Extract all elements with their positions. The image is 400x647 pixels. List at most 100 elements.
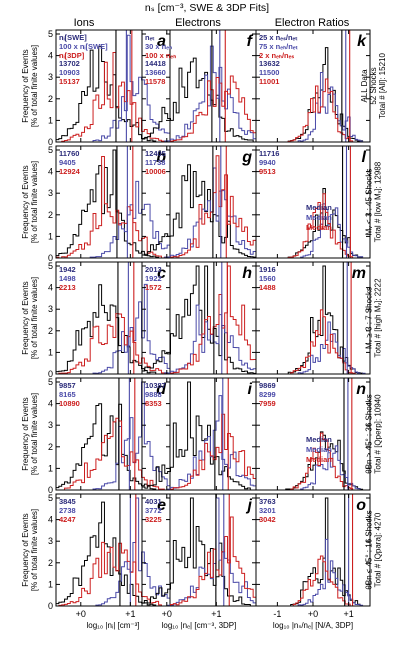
panel-letter: c — [157, 265, 166, 282]
count-label-0: 14418 — [145, 59, 166, 68]
count-label-2: 2213 — [59, 283, 76, 292]
count-label-1: 11500 — [259, 68, 279, 77]
y-tick-label: 0 — [48, 137, 53, 147]
panel-letter: h — [242, 265, 252, 282]
y-tick-label: 0 — [48, 253, 53, 263]
panel-letter: m — [352, 265, 366, 282]
y-tick-label: 3 — [48, 72, 53, 82]
panel-letter: j — [246, 497, 253, 514]
y-axis-label-units: [% of total finite values] — [30, 277, 39, 359]
count-label-2: 15137 — [59, 77, 80, 86]
row-label-0: ALL Data 52 Shocks Total # [All]: 15210 — [360, 53, 387, 119]
panel-frame — [55, 261, 171, 375]
row-label-line: 52 Shocks — [369, 67, 378, 104]
count-label-1: 8165 — [59, 390, 76, 399]
count-label-1: 3201 — [259, 506, 276, 515]
count-label-1: 13660 — [145, 68, 166, 77]
x-tick-label: +1 — [211, 609, 221, 619]
series-label-2: 2 x nₑₕ/nₑₛ — [259, 51, 294, 60]
y-tick-label: 5 — [48, 493, 53, 503]
row-label-line: θBn > 45° : 36 Shocks — [365, 394, 374, 473]
x-tick-label: +0 — [76, 609, 86, 619]
histogram-0-d — [55, 403, 170, 491]
count-label-1: 9888 — [145, 390, 162, 399]
panel-c: 0 1 2 3 4 5 Frequency of Events [% of total fin… — [21, 261, 171, 379]
count-label-2: 11578 — [145, 77, 165, 86]
count-label-0: 9857 — [59, 381, 76, 390]
column-title-electron-ratios: Electron Ratios — [275, 17, 350, 29]
y-tick-label: 1 — [48, 463, 53, 473]
panel-letter: g — [241, 149, 252, 166]
count-label-2: 11001 — [259, 77, 279, 86]
count-label-0: 11760 — [59, 149, 79, 158]
count-label-1: 1560 — [259, 274, 276, 283]
y-tick-label: 5 — [48, 377, 53, 387]
x-axis-label: log₁₀ |nₑ| [cm⁻³, 3DP] — [162, 621, 237, 630]
y-tick-label: 5 — [48, 29, 53, 39]
y-tick-label: 5 — [48, 145, 53, 155]
row-label-4: θBn ≤ 45° : 16 Shocks Total # [Qpara]: 42… — [365, 510, 383, 589]
row-label-line: Total # [All]: 15210 — [378, 53, 387, 119]
figure-title: nₛ [cm⁻³, SWE & 3DP Fits] — [145, 2, 269, 14]
panel-letter: e — [157, 497, 166, 514]
median-legend-1: Median — [306, 213, 332, 222]
count-label-0: 1916 — [259, 265, 276, 274]
y-axis-label-units: [% of total finite values] — [30, 161, 39, 243]
y-tick-label: 0 — [48, 369, 53, 379]
y-axis-label: Frequency of Events — [21, 397, 30, 470]
count-label-0: 11716 — [259, 149, 279, 158]
count-label-0: 3845 — [59, 497, 76, 506]
y-tick-label: 1 — [48, 347, 53, 357]
series-label-0: 25 x nₑₛ/nₑₜ — [259, 33, 298, 42]
row-label-line: Mᵥ < 3 : 45 Shocks — [365, 169, 374, 236]
histogram-2-b — [55, 156, 170, 259]
histogram-0-h — [141, 265, 257, 374]
median-legend-0: Median — [306, 203, 332, 212]
histogram-2-c — [56, 313, 170, 375]
count-label-1: 1922 — [145, 274, 162, 283]
count-label-1: 2738 — [59, 506, 76, 515]
y-tick-label: 2 — [48, 442, 53, 452]
histogram-2-h — [142, 265, 257, 375]
row-label-3: θBn > 45° : 36 Shocks Total # [Qperp]: 10… — [365, 394, 383, 474]
count-label-0: 12405 — [145, 149, 166, 158]
count-label-0: 13632 — [259, 59, 280, 68]
count-label-0: 3763 — [259, 497, 276, 506]
histogram-2-j — [142, 516, 257, 607]
median-legend-0: Median — [306, 435, 332, 444]
histogram-2-f — [142, 75, 257, 143]
panel-letter: d — [156, 381, 167, 398]
y-axis-label: Frequency of Events — [21, 49, 30, 122]
histogram-1-h — [142, 304, 257, 375]
histogram-2-g — [142, 155, 257, 259]
histogram-1-i — [142, 395, 257, 491]
y-tick-label: 5 — [48, 261, 53, 271]
y-axis-label-units: [% of total finite values] — [30, 509, 39, 591]
row-label-line: θBn ≤ 45° : 16 Shocks — [365, 510, 374, 589]
count-label-2: 10006 — [145, 167, 166, 176]
count-label-2: 4247 — [59, 515, 76, 524]
x-axis-label: log₁₀ |nᵢ| [cm⁻³] — [87, 621, 140, 630]
row-label-line: Total # [high Mᵥ]: 2222 — [374, 278, 383, 358]
count-label-2: 7959 — [259, 399, 276, 408]
panel-letter: f — [247, 33, 254, 50]
panel-a: 0 1 2 3 4 5 Frequency of Events [% of total fin… — [21, 29, 171, 147]
count-label-0: 13702 — [59, 59, 80, 68]
series-label-1: 75 x nₑₕ/nₑₜ — [259, 42, 299, 51]
median-legend-2: Median — [306, 455, 332, 464]
count-label-1: 9405 — [59, 158, 76, 167]
count-label-2: 10890 — [59, 399, 80, 408]
y-axis-label-units: [% of total finite values] — [30, 45, 39, 127]
histogram-0-i — [141, 381, 256, 491]
panel-letter: o — [356, 497, 366, 514]
y-axis-label-units: [% of total finite values] — [30, 393, 39, 475]
